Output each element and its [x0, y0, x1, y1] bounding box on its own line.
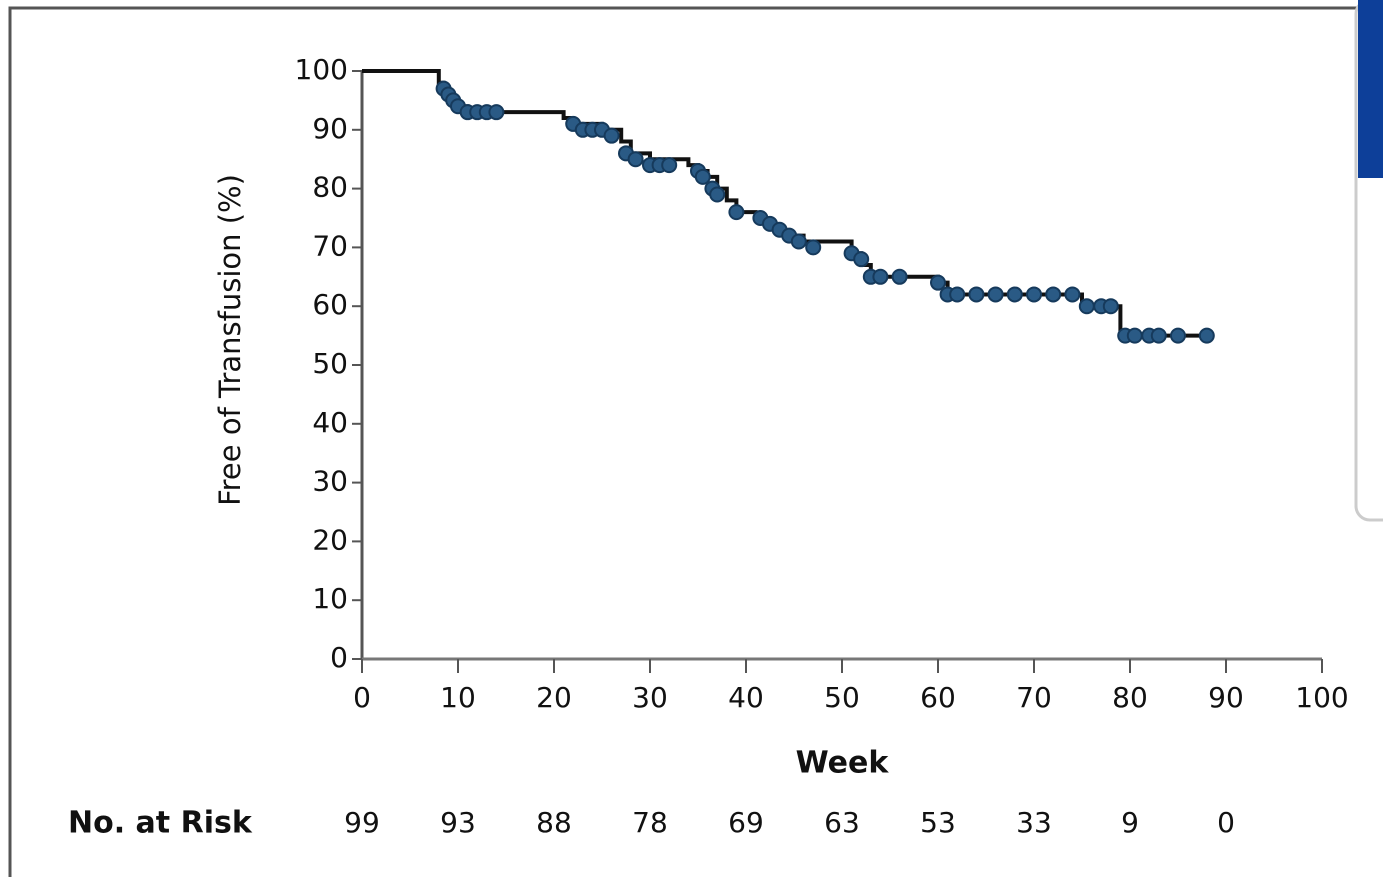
censor-marker [930, 274, 946, 291]
y-tick-label: 0 [330, 641, 348, 674]
censor-marker [488, 104, 505, 121]
censor-marker [790, 233, 807, 250]
risk-value: 53 [920, 806, 956, 839]
censor-marker [661, 157, 678, 174]
y-tick-label: 80 [312, 171, 348, 204]
x-tick-label: 90 [1208, 681, 1244, 714]
censor-marker [603, 127, 620, 144]
x-axis-title: Week [796, 746, 890, 781]
y-tick-label: 70 [312, 229, 348, 262]
censor-marker [1198, 327, 1215, 344]
censor-marker [1126, 327, 1143, 344]
x-tick-label: 60 [920, 681, 956, 714]
y-tick-label: 60 [312, 288, 348, 321]
frame [8, 6, 1383, 877]
censor-marker [1045, 286, 1062, 303]
x-tick-label: 10 [440, 681, 476, 714]
x-tick-label: 50 [824, 681, 860, 714]
y-axis-title: Free of Transfusion (%) [213, 174, 247, 506]
y-tick-label: 20 [312, 523, 348, 556]
risk-value: 78 [632, 806, 668, 839]
censor-marker [891, 268, 908, 285]
censor-marker [968, 286, 985, 303]
x-tick-label: 100 [1295, 681, 1348, 714]
x-tick-label: 80 [1112, 681, 1148, 714]
censor-marker [627, 151, 644, 168]
y-tick-label: 100 [295, 53, 348, 86]
risk-value: 99 [344, 806, 380, 839]
censor-marker [872, 268, 889, 285]
risk-label: No. at Risk [68, 806, 253, 841]
censor-marker [1170, 327, 1186, 344]
censor-marker [987, 286, 1004, 303]
x-tick-label: 70 [1016, 681, 1052, 714]
censor-marker [949, 286, 966, 303]
risk-value: 33 [1016, 806, 1052, 839]
censor-marker [728, 204, 745, 221]
y-tick-label: 50 [312, 347, 348, 380]
x-tick-label: 40 [728, 681, 764, 714]
censor-marker [805, 239, 822, 256]
risk-value: 69 [728, 806, 764, 839]
censor-marker [1150, 327, 1167, 344]
risk-value: 63 [824, 806, 860, 839]
y-tick-label: 30 [312, 465, 348, 498]
censor-marker [1006, 286, 1023, 303]
risk-value: 9 [1121, 806, 1139, 839]
y-tick-label: 90 [312, 112, 348, 145]
censor-marker [1102, 298, 1119, 315]
censor-marker [709, 186, 726, 203]
risk-value: 93 [440, 806, 476, 839]
censor-marker [694, 168, 711, 185]
side-panel-header [1358, 0, 1383, 178]
risk-value: 0 [1217, 806, 1235, 839]
x-tick-label: 0 [353, 681, 371, 714]
y-tick-label: 10 [312, 582, 348, 615]
x-tick-label: 30 [632, 681, 668, 714]
risk-value: 88 [536, 806, 572, 839]
x-tick-label: 20 [536, 681, 572, 714]
censor-marker [1026, 286, 1042, 303]
y-tick-label: 40 [312, 406, 348, 439]
censor-marker [1064, 286, 1081, 303]
censor-marker [853, 251, 870, 268]
censor-marker [1078, 298, 1095, 315]
